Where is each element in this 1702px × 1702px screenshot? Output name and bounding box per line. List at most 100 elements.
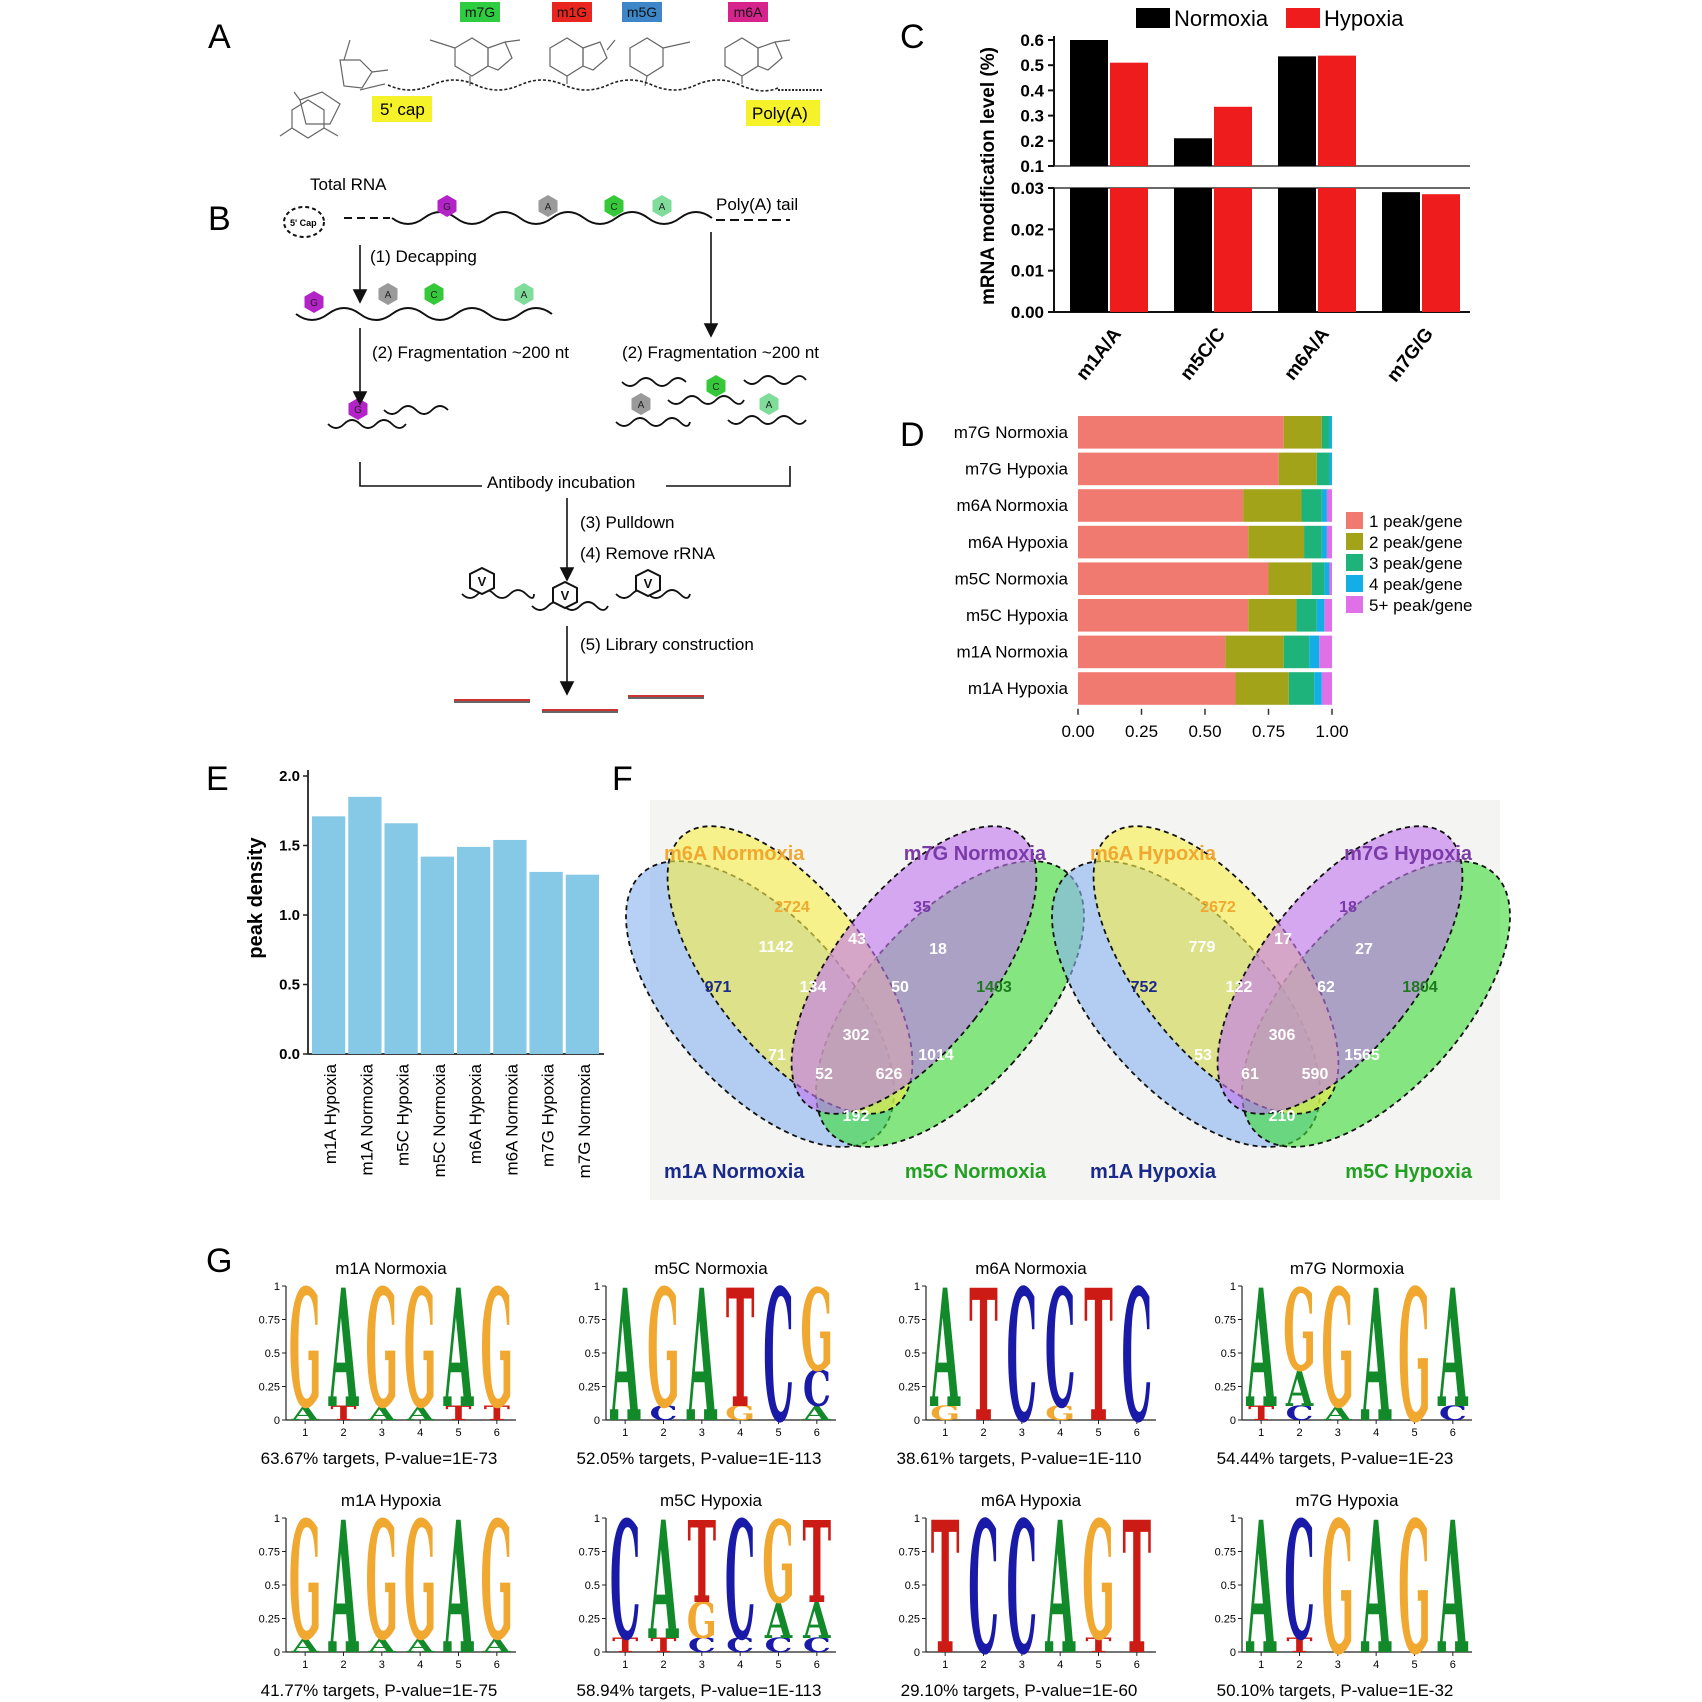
motif-letter: G: [289, 1485, 322, 1676]
motif-y-tick-label: 0.75: [579, 1547, 600, 1559]
motif-y-tick-label: 0: [594, 1415, 600, 1427]
motif-x-tick-label: 6: [1450, 1427, 1456, 1439]
motif-y-tick-label: 0.75: [259, 1315, 280, 1327]
bar: [312, 816, 346, 1054]
motif-letter: A: [802, 1402, 832, 1425]
venn-set-label: m7G Hypoxia: [1344, 843, 1473, 865]
motif-x-tick-label: 5: [775, 1427, 781, 1439]
y-tick-label: 2.0: [279, 768, 300, 785]
motif-y-tick-label: 0.75: [579, 1315, 600, 1327]
venn-hypoxia: m6A Hypoxia m7G Hypoxia m1A Hypoxia m5C Hyp…: [1051, 825, 1511, 1183]
motif-x-tick-label: 2: [980, 1659, 986, 1671]
chart-e: 0.0 0.5 1.0 1.5 2.0 peak density m1A Hypoxia m1…: [245, 768, 604, 1178]
stack-segment: [1324, 599, 1332, 632]
motif-letter: G: [1082, 1485, 1115, 1676]
motif-title: m5C Hypoxia: [660, 1491, 763, 1510]
bar: [493, 839, 527, 1054]
motif-letter: C: [763, 1250, 794, 1463]
mod-tag-box: [622, 2, 662, 22]
motif-letter: A: [686, 1250, 717, 1463]
venn-count: 590: [1302, 1066, 1329, 1083]
stack-segment: [1288, 672, 1315, 705]
motif-x-tick-label: 6: [814, 1427, 820, 1439]
x-tick-label: m1A Normoxia: [357, 1063, 376, 1175]
motif-y-tick-label: 0: [914, 1415, 920, 1427]
venn-count: 779: [1189, 939, 1216, 956]
stack-segment: [1283, 635, 1310, 669]
panel-e: E 0.0 0.5 1.0 1.5 2.0 peak density m1A Hypoxia…: [206, 760, 604, 1178]
bar-hypoxia: [1214, 188, 1252, 312]
motif-letter: C: [803, 1634, 831, 1657]
motif-y-tick-label: 0.75: [259, 1547, 280, 1559]
modification-hexagon: [631, 393, 651, 415]
y-tick-label: 0.5: [1020, 56, 1044, 75]
motif-y-tick-label: 0.75: [1215, 1547, 1236, 1559]
row-label: m6A Normoxia: [957, 496, 1069, 515]
motif-x-tick-label: 2: [340, 1427, 346, 1439]
motif-x-tick-label: 3: [1335, 1427, 1341, 1439]
motif-x-tick-label: 1: [622, 1427, 628, 1439]
legend-swatch: [1286, 8, 1320, 28]
motif-caption: 38.61% targets, P-value=1E-110: [897, 1449, 1142, 1468]
y-tick-label: 0.03: [1011, 179, 1044, 198]
motif-x-tick-label: 4: [1057, 1427, 1063, 1439]
stack-segment: [1314, 672, 1322, 705]
motif-y-tick-label: 0.5: [905, 1580, 920, 1592]
venn-count: 18: [929, 941, 947, 958]
stack-segment: [1078, 525, 1249, 559]
motif-letter: G: [480, 1253, 513, 1444]
chart-c: 0.00 0.01 0.02 0.03 0.1 0.2 0.3 0.4 0.5 0.6 mRNA m…: [978, 6, 1470, 386]
stack-segment: [1329, 562, 1332, 595]
modification-hexagon: [652, 195, 672, 217]
venn-count: 2672: [1200, 899, 1236, 916]
motif-letter: A: [443, 1253, 474, 1444]
motif-x-tick-label: 5: [1411, 1659, 1417, 1671]
motif-letter: C: [803, 1361, 831, 1419]
motif-letter: T: [650, 1634, 676, 1657]
panel-a: A m7G m1G m5G m6A 5' cap Poly(A): [208, 2, 822, 139]
x-tick-label: m7G Normoxia: [575, 1063, 594, 1178]
svg-text:V: V: [478, 574, 487, 589]
bar: [348, 796, 382, 1054]
motif-letter: G: [725, 1402, 755, 1425]
y-tick-label: 0.01: [1011, 262, 1044, 281]
pulldown-fragments: [461, 589, 691, 611]
legend-label: 5+ peak/gene: [1369, 596, 1473, 615]
y-tick-label: 0.6: [1020, 31, 1044, 50]
stack-segment: [1283, 416, 1322, 449]
motif-y-tick-label: 1: [914, 1281, 920, 1293]
y-tick-label: 0.3: [1020, 107, 1044, 126]
mod-tag-label: m6A: [734, 4, 763, 20]
motif-x-tick-label: 1: [942, 1427, 948, 1439]
bar-hypoxia-upper: [1214, 106, 1252, 166]
motif-y-tick-label: 0: [1230, 1647, 1236, 1659]
stack-segment: [1225, 635, 1284, 669]
cap-label-box: [372, 96, 432, 122]
bar-hypoxia: [1318, 188, 1356, 312]
stack-segment: [1311, 562, 1325, 595]
motif-letter: T: [1085, 1634, 1111, 1657]
motif-y-tick-label: 0: [594, 1647, 600, 1659]
motif-letter: C: [610, 1485, 641, 1676]
motif-letter: G: [404, 1485, 437, 1676]
panel-b: B Total RNA 5' Cap Poly(A) tail G A C A G A C A…: [208, 175, 819, 713]
legend-label: Hypoxia: [1324, 6, 1404, 31]
legend-label: 4 peak/gene: [1369, 575, 1463, 594]
hexagon-base-letter: A: [521, 290, 528, 301]
row-label: m1A Normoxia: [957, 643, 1069, 662]
motif-title: m6A Hypoxia: [981, 1491, 1082, 1510]
motif-x-tick-label: 4: [1373, 1659, 1379, 1671]
x-tick-label: m7G Hypoxia: [539, 1063, 558, 1167]
motif-x-tick-label: 5: [1095, 1659, 1101, 1671]
motif-letter: A: [930, 1253, 961, 1444]
x-tick-label: 0.25: [1125, 722, 1158, 741]
motif-letter: G: [1283, 1264, 1316, 1397]
y-tick-label: 0.2: [1020, 132, 1044, 151]
motif-y-tick-label: 0.25: [1215, 1614, 1236, 1626]
x-tick-label: 0.00: [1061, 722, 1094, 741]
motif-x-tick-label: 5: [1095, 1427, 1101, 1439]
